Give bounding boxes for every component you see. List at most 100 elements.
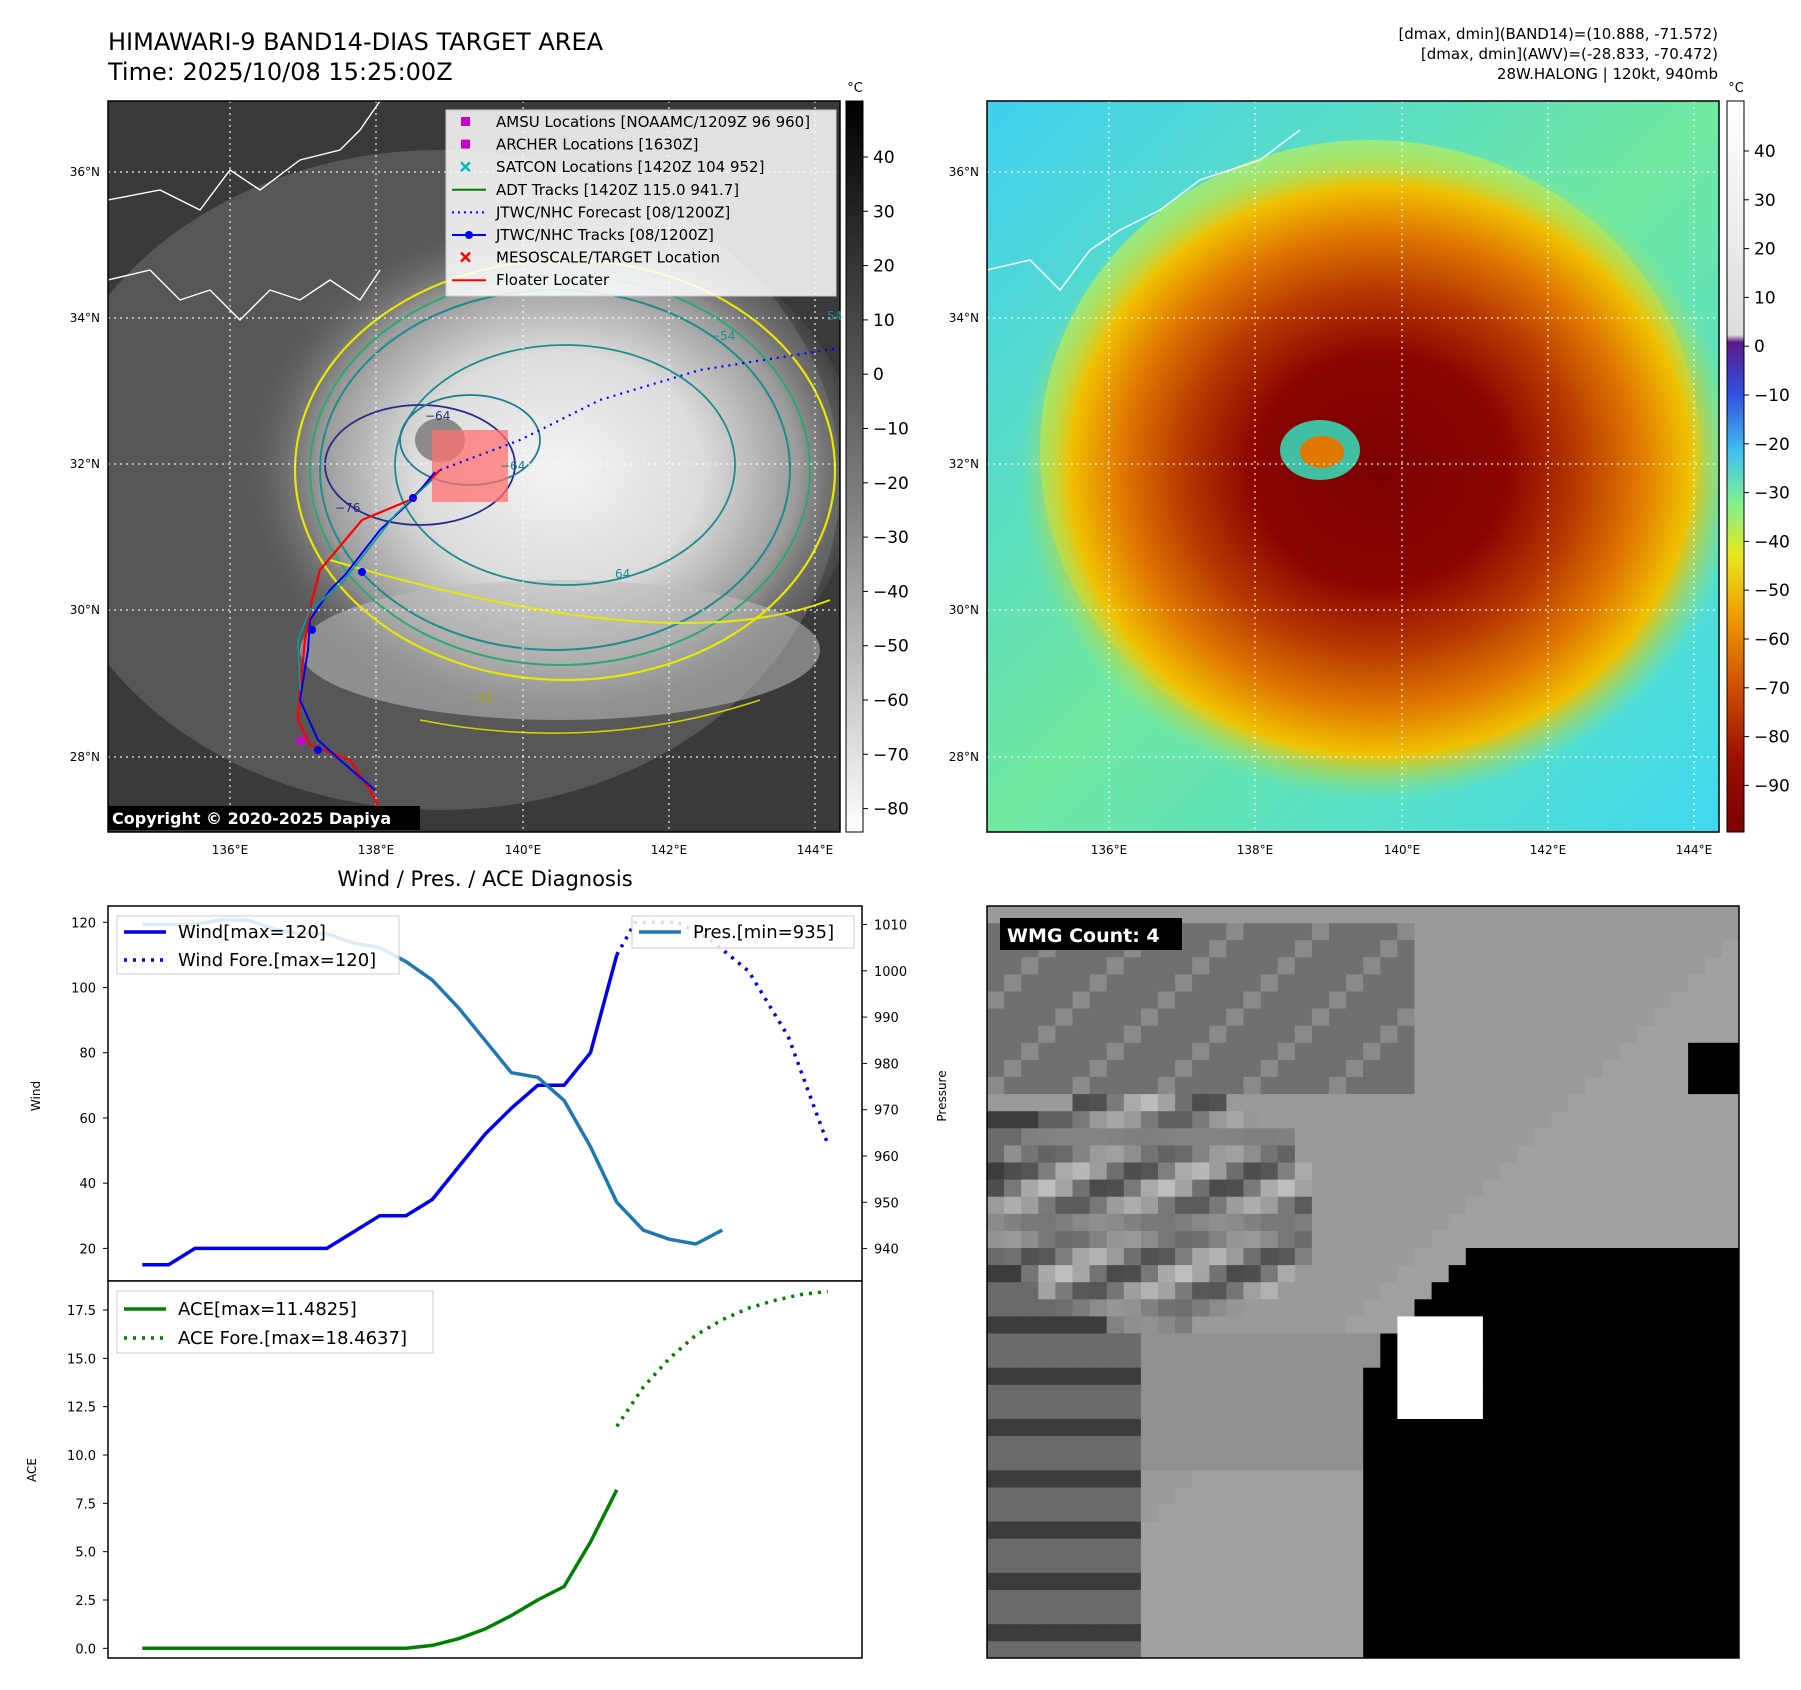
legend-label: SATCON Locations [1420Z 104 952] <box>496 158 764 176</box>
lon-label: 142°E <box>651 843 688 857</box>
info-storm: 28W.HALONG | 120kt, 940mb <box>1497 65 1718 83</box>
colorbar-tick-label: −50 <box>1754 581 1790 601</box>
legend-marker <box>460 251 471 263</box>
legend-marker <box>460 161 471 173</box>
colorbar-left: °C 40 30 20 10 0 −10 −20 −30 −40 −50 −60 −70 −80 <box>845 81 909 833</box>
contour-label: −31 <box>468 691 493 705</box>
y2-tick-label: 940 <box>874 1243 899 1258</box>
colorbar-right: °C 40 30 20 10 0 −10 −20 −30 −40 −50 −60 −70 −80 −90 <box>1726 81 1790 833</box>
y2-tick-label: 970 <box>874 1104 899 1119</box>
legend-label: Floater Locater <box>496 271 610 289</box>
lon-label: 136°E <box>212 843 249 857</box>
colorbar-tick-label: −10 <box>1754 386 1790 406</box>
colorbar-tick-label: −50 <box>873 637 909 657</box>
y2-tick-label: 1000 <box>874 965 907 980</box>
lat-label: 28°N <box>949 750 979 764</box>
legend-wind: Wind[max=120] <box>178 922 326 943</box>
colorbar-tick-label: −60 <box>873 691 909 711</box>
pressure-legend: Pres.[min=935] <box>631 915 855 949</box>
contour-label: −64 <box>425 409 450 423</box>
legend-label: ADT Tracks [1420Z 115.0 941.7] <box>496 181 739 199</box>
legend-marker <box>461 117 470 126</box>
chart-title: Wind / Pres. / ACE Diagnosis <box>337 867 632 891</box>
y-tick-label: 0.0 <box>75 1642 96 1657</box>
lon-label: 144°E <box>797 843 834 857</box>
legend-label: AMSU Locations [NOAAMC/1209Z 96 960] <box>496 113 810 131</box>
y-tick-label: 60 <box>79 1112 96 1127</box>
y-tick-label: 80 <box>79 1047 96 1062</box>
colorbar-tick-label: 10 <box>1754 288 1776 308</box>
colorbar-tick-label: −90 <box>1754 776 1790 796</box>
y-tick-label: 40 <box>79 1177 96 1192</box>
lon-label: 140°E <box>505 843 542 857</box>
info-awv: [dmax, dmin](AWV)=(-28.833, -70.472) <box>1421 45 1718 63</box>
contour-label: 64 <box>615 567 630 581</box>
colorbar-tick-label: −10 <box>873 420 909 440</box>
colorbar-tick-label: 20 <box>1754 240 1776 260</box>
y2-tick-label: 980 <box>874 1057 899 1072</box>
lon-label: 142°E <box>1530 843 1567 857</box>
ir-map-right: 36°N 34°N 32°N 30°N 28°N 136°E 138°E 140… <box>949 100 1720 857</box>
colorbar-tick-label: −60 <box>1754 630 1790 650</box>
pressure-axis-label: Pressure <box>935 1070 949 1121</box>
contour-label: 54 <box>827 309 842 323</box>
series-line <box>142 954 619 1267</box>
legend-marker <box>452 231 486 239</box>
lon-label: 138°E <box>1237 843 1274 857</box>
y-tick-label: 100 <box>71 982 96 997</box>
lat-label: 30°N <box>70 603 100 617</box>
colorbar-tick-label: 40 <box>1754 142 1776 162</box>
colorbar-unit: °C <box>1728 81 1744 96</box>
y-tick-label: 15.0 <box>67 1352 96 1367</box>
y2-tick-label: 950 <box>874 1196 899 1211</box>
y-tick-label: 20 <box>79 1242 96 1257</box>
contour-label: −64 <box>500 459 525 473</box>
lat-label: 30°N <box>949 603 979 617</box>
ace-legend: ACE[max=11.4825] ACE Fore.[max=18.4637] <box>116 1290 434 1354</box>
legend-wind-forecast: Wind Fore.[max=120] <box>178 950 376 971</box>
colorbar-tick-label: −80 <box>1754 728 1790 748</box>
legend-ace-forecast: ACE Fore.[max=18.4637] <box>178 1328 407 1349</box>
legend-marker <box>461 139 470 149</box>
legend-label: ARCHER Locations [1630Z] <box>496 136 699 154</box>
lon-label: 136°E <box>1091 843 1128 857</box>
y2-tick-label: 990 <box>874 1011 899 1026</box>
colorbar-tick-label: 0 <box>1754 337 1765 357</box>
colorbar-tick-label: 40 <box>873 148 895 168</box>
colorbar-tick-label: −70 <box>1754 679 1790 699</box>
series-line <box>615 1289 828 1428</box>
y-tick-label: 2.5 <box>75 1594 96 1609</box>
lon-label: 138°E <box>358 843 395 857</box>
colorbar-tick-label: −20 <box>873 474 909 494</box>
colorbar-tick-label: −40 <box>873 582 909 602</box>
contour-label: −54 <box>710 329 735 343</box>
colorbar-tick-label: −40 <box>1754 532 1790 552</box>
y-tick-label: 17.5 <box>67 1304 96 1319</box>
wind-axis-label: Wind <box>29 1081 43 1111</box>
wmg-count-label: WMG Count: 4 <box>1007 925 1160 947</box>
copyright-label: Copyright © 2020-2025 Dapiya <box>112 809 391 828</box>
y-tick-label: 120 <box>71 916 96 931</box>
colorbar-tick-label: 30 <box>873 202 895 222</box>
wmg-panel: WMG Count: 4 <box>986 905 1740 1659</box>
lat-label: 34°N <box>949 311 979 325</box>
y-tick-label: 12.5 <box>67 1401 96 1416</box>
colorbar-tick-label: 20 <box>873 257 895 277</box>
lon-label: 140°E <box>1384 843 1421 857</box>
legend-label: MESOSCALE/TARGET Location <box>496 249 720 267</box>
contour-label: −76 <box>335 501 360 515</box>
lat-label: 36°N <box>70 165 100 179</box>
ace-chart: 0.0 2.5 5.0 7.5 10.0 12.5 15.0 17.5 ACE ACE[max… <box>25 1280 863 1659</box>
figure-title: HIMAWARI-9 BAND14-DIAS TARGET AREA <box>108 28 604 56</box>
colorbar-tick-label: −80 <box>873 800 909 820</box>
y2-tick-label: 960 <box>874 1150 899 1165</box>
lat-label: 36°N <box>949 165 979 179</box>
y-tick-label: 7.5 <box>75 1497 96 1512</box>
colorbar-tick-label: 30 <box>1754 191 1776 211</box>
colorbar-tick-label: 0 <box>873 365 884 385</box>
lat-label: 28°N <box>70 750 100 764</box>
ir-map-left: −64 −76 −64 −54 64 54 −31 36°N 34°N 32°N… <box>70 100 842 857</box>
colorbar-tick-label: −30 <box>1754 484 1790 504</box>
legend-label: JTWC/NHC Forecast [08/1200Z] <box>495 203 730 221</box>
series-line <box>142 1489 619 1651</box>
